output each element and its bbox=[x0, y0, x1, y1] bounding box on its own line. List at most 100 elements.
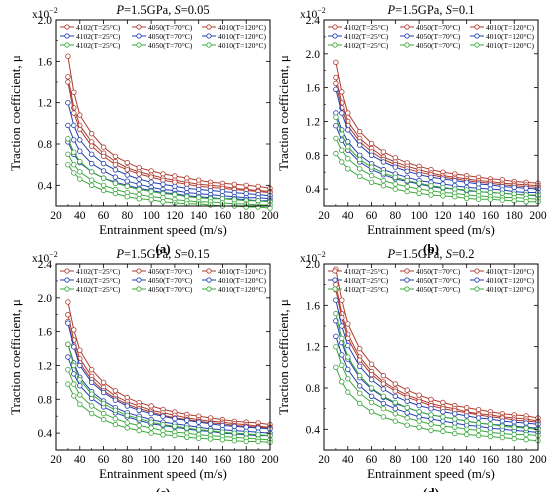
series-point bbox=[88, 391, 95, 397]
series-point bbox=[440, 428, 446, 435]
series-point bbox=[392, 399, 398, 406]
series-point bbox=[136, 176, 142, 182]
series-point bbox=[357, 372, 363, 379]
legend-swatch-marker bbox=[64, 24, 70, 30]
panel-title-part: =1.5GPa, bbox=[395, 3, 445, 17]
series-point bbox=[428, 192, 434, 198]
series-point bbox=[136, 416, 142, 422]
series-point bbox=[357, 363, 363, 369]
series-point bbox=[207, 421, 214, 427]
series-point bbox=[345, 354, 351, 360]
series-point bbox=[475, 432, 482, 439]
series-point bbox=[357, 166, 363, 172]
series-point bbox=[112, 421, 119, 428]
series-point bbox=[100, 160, 107, 167]
series-point bbox=[255, 438, 261, 445]
series-point bbox=[416, 402, 422, 409]
series-point bbox=[207, 436, 214, 442]
x-tick-label: 100 bbox=[410, 454, 428, 466]
series-point bbox=[100, 400, 107, 407]
legend-swatch-marker bbox=[136, 33, 142, 39]
panel-label: (d) bbox=[423, 485, 439, 492]
panel-title-part: S bbox=[446, 247, 453, 261]
x-tick-label: 20 bbox=[50, 454, 62, 466]
y-tick-label: 0.8 bbox=[38, 394, 53, 406]
series-point bbox=[124, 167, 130, 173]
x-tick-label: 80 bbox=[390, 454, 402, 466]
legend-entry: 4102(T=25°C) bbox=[344, 23, 389, 32]
x-tick-label: 140 bbox=[190, 454, 208, 466]
x-axis-label: Entrainment speed (m/s) bbox=[99, 466, 227, 481]
series-point bbox=[100, 168, 107, 174]
series-point bbox=[380, 393, 387, 399]
series-point bbox=[112, 167, 119, 173]
series-point bbox=[136, 427, 142, 434]
x-tick-label: 60 bbox=[98, 454, 110, 466]
series-point bbox=[392, 406, 398, 412]
legend-entry: 4050(T=70°C) bbox=[416, 23, 461, 32]
series-point bbox=[71, 344, 77, 350]
series-point bbox=[148, 179, 154, 185]
x-tick-label: 40 bbox=[74, 210, 86, 222]
series-point bbox=[100, 379, 107, 386]
series-point bbox=[88, 367, 95, 373]
x-tick-label: 40 bbox=[74, 454, 86, 466]
series-point bbox=[333, 297, 339, 303]
series-point bbox=[100, 187, 107, 194]
x-tick-label: 160 bbox=[214, 454, 232, 466]
chart-panel-2: 20 40 60 80 100 120 140 160 180 200 0.4 0.8 1.2 1.6 2.… bbox=[276, 3, 547, 256]
series-point bbox=[65, 354, 71, 360]
series-point bbox=[148, 430, 154, 436]
series-point bbox=[380, 386, 387, 392]
series-point bbox=[71, 161, 77, 168]
chart-panel-4: 20 40 60 80 100 120 140 160 180 200 0.4 0.8 1.2 1.6 2.… bbox=[276, 247, 547, 492]
legend-swatch-marker bbox=[332, 286, 338, 292]
series-point bbox=[71, 362, 77, 369]
legend-entry: 4010(T=120°C) bbox=[486, 267, 535, 276]
legend-entry: 4010(T=120°C) bbox=[218, 23, 267, 32]
legend-entry: 4010(T=120°C) bbox=[218, 285, 267, 294]
series-point bbox=[339, 297, 345, 303]
series-line-1 bbox=[67, 301, 271, 426]
panel-title-part: P bbox=[386, 3, 395, 17]
panel-title: P=1.5GPa, S=0.15 bbox=[115, 247, 209, 261]
series-point bbox=[339, 89, 345, 95]
series-point bbox=[380, 381, 387, 387]
y-tick-label: 2.4 bbox=[38, 259, 53, 271]
y-tick-label: 0.4 bbox=[306, 424, 321, 436]
y-tick-label: 0.8 bbox=[38, 139, 53, 151]
series-point bbox=[333, 333, 339, 339]
y-tick-label: 0.4 bbox=[306, 184, 321, 196]
series-point bbox=[452, 416, 458, 422]
series-point bbox=[333, 282, 339, 288]
series-point bbox=[112, 161, 119, 168]
y-multiplier: x10−2 bbox=[300, 250, 326, 265]
legend-entry: 4102(T=25°C) bbox=[76, 32, 121, 41]
x-tick-label: 60 bbox=[98, 210, 110, 222]
x-tick-label: 100 bbox=[142, 454, 160, 466]
series-point bbox=[511, 435, 517, 442]
series-point bbox=[487, 196, 494, 202]
series-point bbox=[231, 438, 237, 444]
series-point bbox=[416, 171, 422, 178]
series-point bbox=[452, 411, 458, 417]
series-point bbox=[499, 423, 505, 429]
series-point bbox=[148, 174, 154, 180]
series-point bbox=[333, 364, 339, 370]
legend-entry: 4102(T=25°C) bbox=[344, 285, 389, 294]
panel-title-part: P bbox=[115, 3, 124, 17]
series-point bbox=[357, 357, 363, 363]
series-line-1 bbox=[67, 56, 271, 189]
series-point bbox=[333, 59, 339, 65]
legend-entry: 4050(T=70°C) bbox=[148, 276, 193, 285]
y-tick-label: 2.4 bbox=[306, 15, 321, 27]
series-point bbox=[71, 89, 77, 95]
legend-swatch-marker bbox=[332, 24, 338, 30]
series-point bbox=[124, 193, 130, 200]
series-line-2 bbox=[67, 76, 271, 192]
series-point bbox=[464, 195, 470, 202]
series-point bbox=[339, 159, 345, 165]
series-point bbox=[160, 181, 166, 187]
series-point bbox=[416, 190, 422, 196]
legend-entry: 4050(T=70°C) bbox=[416, 276, 461, 285]
